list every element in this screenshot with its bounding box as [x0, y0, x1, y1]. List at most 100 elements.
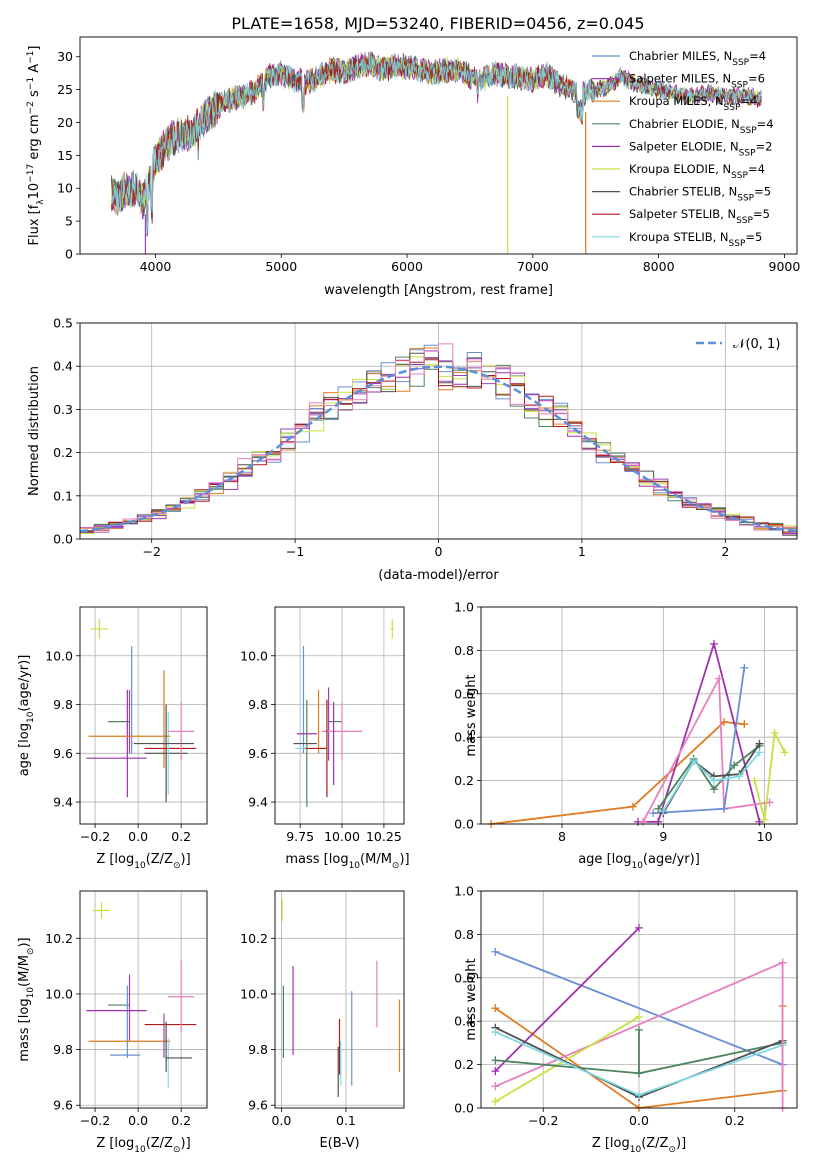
- weight-plus-marker: [780, 748, 789, 757]
- legend-entry-part: Kroupa MILES, N: [629, 94, 724, 108]
- x-tick-label: 9000: [769, 259, 801, 274]
- age_vs_Z-ylabel-part: age [log: [17, 723, 32, 776]
- legend-entry-part: Salpeter ELODIE, N: [629, 139, 739, 153]
- age_vs_mass-xlabel-part: ⊙: [392, 861, 400, 871]
- y-tick-label: 9.6: [53, 1098, 73, 1113]
- y-tick-label: 0.4: [53, 359, 73, 374]
- mass_vs_Z-ylabel-part: 10: [26, 987, 36, 999]
- age_vs_mass-frame: [274, 606, 405, 825]
- legend-entry-part: =4: [740, 94, 757, 108]
- y-tick-label: 0.6: [454, 686, 474, 701]
- legend-entry-part: Chabrier STELIB, N: [629, 185, 737, 199]
- x-tick-label: 8000: [643, 259, 675, 274]
- gaussian-curve: [79, 365, 798, 533]
- age_vs_mass-xlabel-part: )]: [399, 852, 409, 867]
- legend-entry-part: SSP: [731, 81, 748, 91]
- weight_vs_Z-axes: −0.2 0.0 0.2 0.0 0.2 0.4 0.6 0.8 1.0: [454, 884, 797, 1128]
- y-tick-label: 10.0: [45, 986, 73, 1001]
- spectrum-xlabel: wavelength [Angstrom, rest frame]: [324, 283, 553, 298]
- age_vs_mass-xlabel-part: mass [log: [285, 852, 348, 867]
- x-tick-label: 8: [558, 829, 566, 844]
- weight-plus-marker: [735, 772, 744, 781]
- spectrum-ylabel: Flux [fλ10−17 erg cm−2 s−1 A−1]: [26, 46, 46, 246]
- spectrum-ylabel-part: −1: [26, 51, 36, 64]
- spectrum-ylabel-part: Flux [f: [27, 204, 42, 245]
- weight-plus-marker: [635, 1025, 643, 1034]
- y-tick-label: 30: [57, 49, 73, 64]
- weight-plus-marker: [491, 1004, 500, 1013]
- weight-series-line: [753, 729, 786, 820]
- legend-entry-part: Chabrier ELODIE, N: [629, 117, 740, 131]
- legend-entry-part: =5: [745, 230, 762, 244]
- mass_vs_Z-ylabel-part: ⊙: [26, 948, 36, 956]
- y-tick-label: 9.8: [248, 1042, 268, 1057]
- spectrum-ylabel-part: −2: [26, 101, 36, 114]
- legend-entry-part: SSP: [732, 58, 749, 68]
- x-tick-label: 0.1: [336, 1113, 356, 1128]
- weight-plus-marker: [740, 720, 749, 729]
- x-tick-label: 1: [578, 544, 586, 559]
- spectrum-ylabel-part: 10: [27, 183, 42, 200]
- errorbar-point: [90, 619, 108, 639]
- legend-entry: Kroupa STELIB, NSSP=5: [629, 230, 762, 249]
- age_vs_Z-xlabel-part: (Z/Z: [146, 852, 173, 867]
- weight_vs_Z-ylabel: mass weight: [464, 958, 479, 1040]
- weight-plus-marker: [635, 1012, 643, 1021]
- y-tick-label: 9.8: [248, 697, 268, 712]
- y-tick-label: 9.6: [248, 746, 268, 761]
- x-tick-label: −0.2: [528, 1113, 558, 1128]
- weight-plus-marker: [659, 806, 668, 815]
- y-tick-label: 0.1: [53, 488, 73, 503]
- weight-series-line: [495, 961, 783, 1088]
- y-tick-label: 25: [57, 82, 73, 97]
- weight_vs_Z-xlabel: Z [log10(Z/Z⊙)]: [592, 1136, 686, 1155]
- mass_vs_Z-xlabel-part: )]: [181, 1136, 191, 1151]
- age_vs_Z-xlabel-part: Z [log: [96, 852, 134, 867]
- weight-plus-marker: [730, 761, 739, 770]
- x-tick-label: 7000: [517, 259, 549, 274]
- weight-plus-marker: [709, 776, 718, 785]
- weight-plus-marker: [635, 923, 643, 932]
- x-tick-label: 10: [757, 829, 773, 844]
- weight-plus-marker: [635, 1090, 643, 1099]
- x-tick-label: 10.00: [324, 829, 360, 844]
- x-tick-label: 6000: [391, 259, 423, 274]
- weight_vs_age-ylabel: mass weight: [464, 674, 479, 756]
- weight-plus-marker: [491, 1082, 500, 1091]
- y-tick-label: 0.2: [454, 773, 474, 788]
- errorbar-point: [144, 704, 188, 803]
- weight_vs_age-xlabel: age [log10(age/yr)]: [578, 852, 700, 871]
- age_vs_Z-axes: −0.2 0.0 0.2 9.4 9.6 9.8 10.0: [45, 607, 207, 844]
- y-tick-label: 0.0: [454, 1101, 474, 1116]
- y-tick-label: 9.8: [53, 1042, 73, 1057]
- y-tick-label: 10.0: [240, 986, 268, 1001]
- legend-entry-part: SSP: [739, 148, 756, 158]
- x-tick-label: 9: [659, 829, 667, 844]
- age_vs_Z-frame: [79, 606, 208, 825]
- legend-entry-part: Chabrier MILES, N: [629, 49, 732, 63]
- y-tick-label: 10.0: [240, 648, 268, 663]
- x-tick-label: −0.2: [80, 1113, 110, 1128]
- x-tick-label: 9.75: [286, 829, 314, 844]
- y-tick-label: 9.6: [248, 1098, 268, 1113]
- x-tick-label: 0: [435, 544, 443, 559]
- y-tick-label: 1.0: [454, 600, 474, 615]
- y-tick-label: 20: [57, 115, 73, 130]
- weight_vs_age-frame: [480, 606, 798, 825]
- mass_vs_Z-xlabel: Z [log10(Z/Z⊙)]: [96, 1136, 190, 1155]
- weight-plus-marker: [750, 776, 759, 785]
- spectrum-series-line: [111, 52, 762, 234]
- residuals-frame: [79, 322, 798, 540]
- x-tick-label: 5000: [265, 259, 297, 274]
- age_vs_mass-axes: 9.75 10.00 10.25 9.4 9.6 9.8 10.0: [240, 607, 404, 844]
- y-tick-label: 0.8: [454, 927, 474, 942]
- weight_vs_age-xlabel-part: 10: [631, 861, 643, 871]
- spectrum-frame: [79, 36, 798, 255]
- legend-entry-part: =6: [748, 72, 765, 86]
- y-tick-label: 0.8: [454, 643, 474, 658]
- y-tick-label: 15: [57, 148, 73, 163]
- y-tick-label: 0: [65, 247, 73, 262]
- y-tick-label: 10.2: [240, 931, 268, 946]
- legend-entry-part: SSP: [729, 239, 746, 249]
- legend-entry-part: Kroupa STELIB, N: [629, 230, 729, 244]
